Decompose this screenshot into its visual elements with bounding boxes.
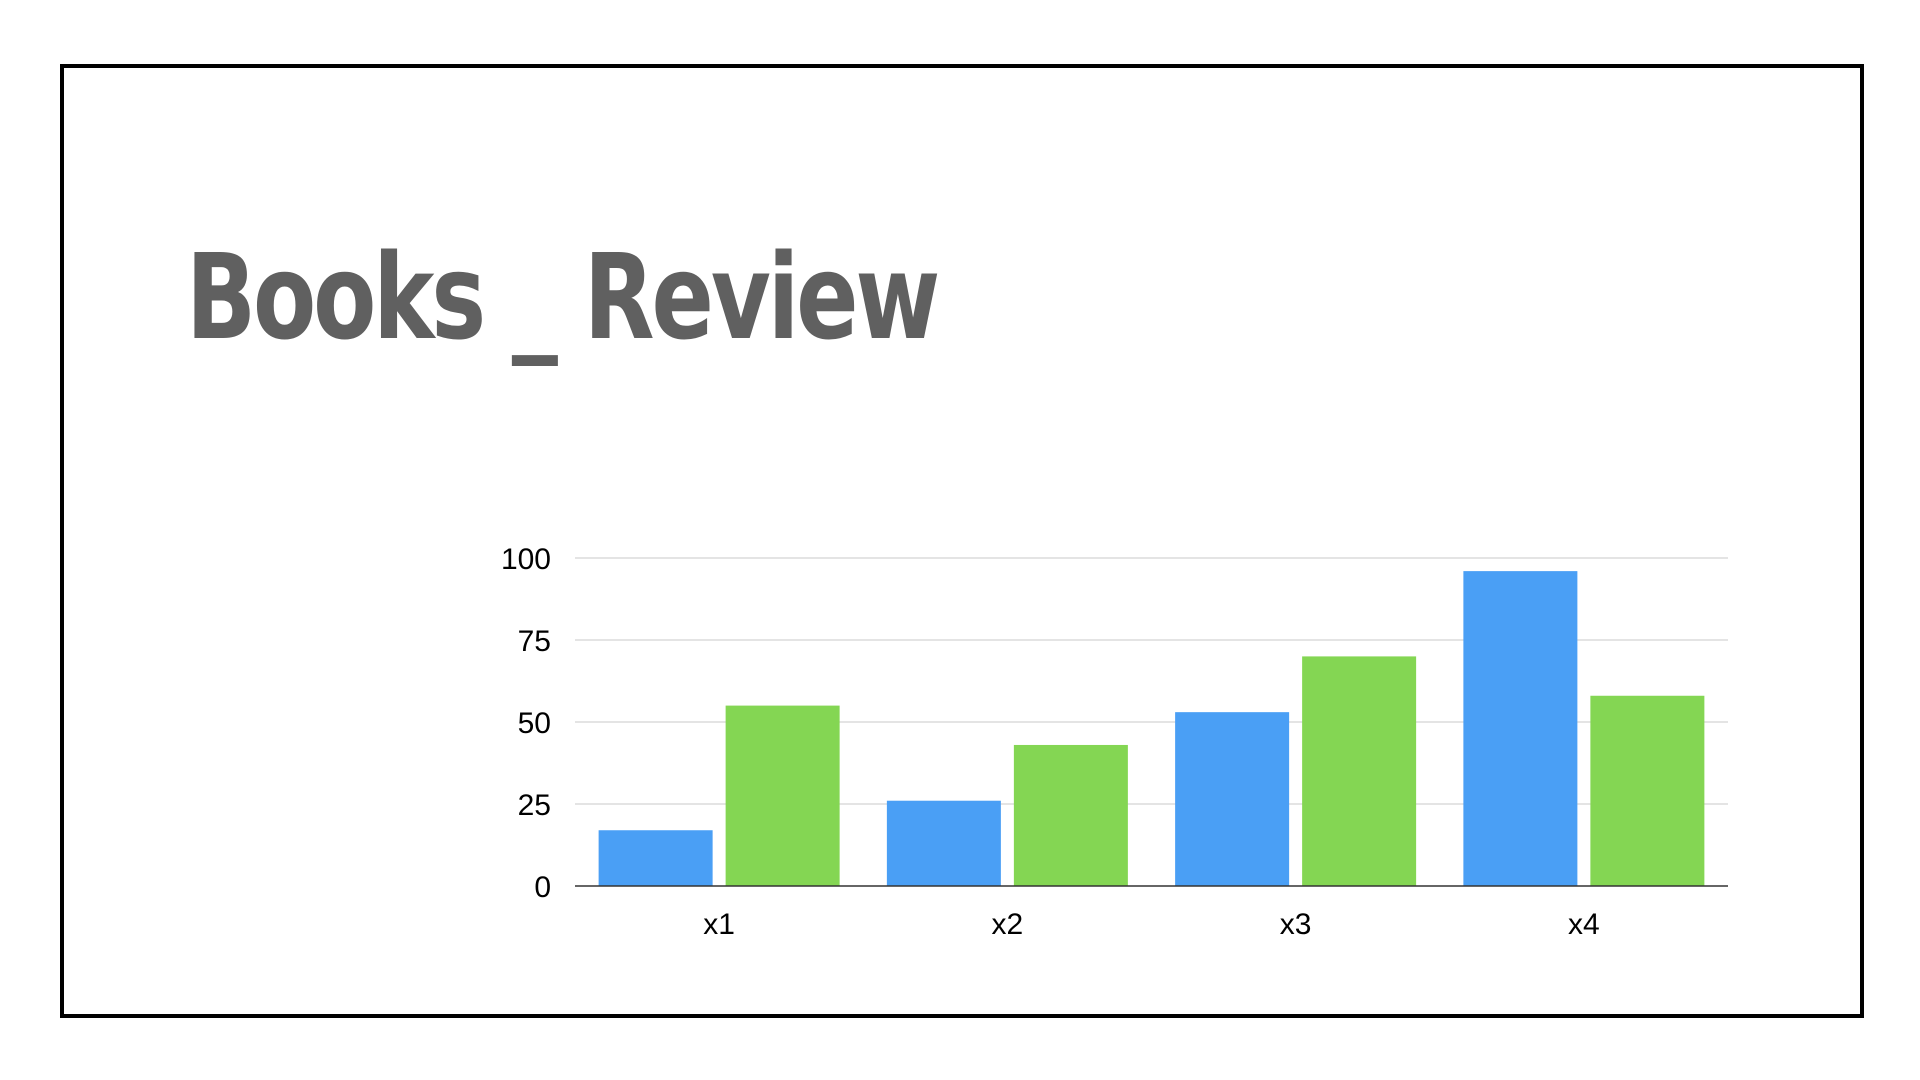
bars (598, 571, 1705, 886)
x-tick-label: x4 (1568, 908, 1600, 941)
bar-x4-series-1 (1463, 571, 1578, 886)
x-tick-label: x2 (992, 908, 1024, 941)
bar-x3-series-1 (1175, 712, 1290, 886)
y-tick-label: 75 (518, 625, 551, 658)
bar-x1-series-1 (598, 830, 713, 886)
bar-x3-series-2 (1302, 656, 1417, 886)
y-tick-label: 0 (534, 871, 551, 904)
y-tick-label: 50 (518, 707, 551, 740)
bar-x1-series-2 (725, 705, 840, 886)
y-tick-label: 100 (501, 543, 551, 576)
x-axis-ticks: x1 x2 x3 x4 (703, 908, 1599, 941)
x-tick-label: x3 (1280, 908, 1312, 941)
bar-x2-series-1 (886, 800, 1001, 886)
y-tick-label: 25 (518, 789, 551, 822)
y-axis-ticks: 0 25 50 75 100 (501, 543, 551, 904)
x-tick-label: x1 (703, 908, 735, 941)
bar-x2-series-2 (1013, 744, 1128, 886)
slide-title: Books _ Review (186, 228, 940, 366)
bar-x4-series-2 (1590, 695, 1705, 886)
